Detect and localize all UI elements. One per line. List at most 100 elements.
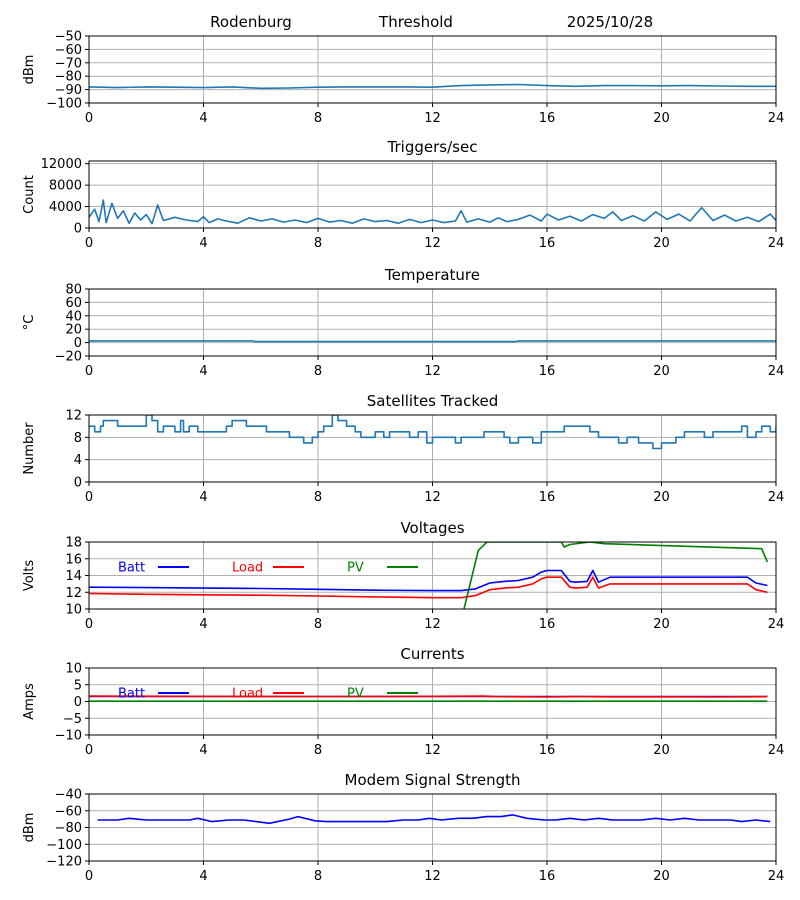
x-tick-label: 24 [768, 617, 785, 632]
y-axis-label: dBm [22, 813, 37, 843]
y-tick-label: 0 [74, 222, 82, 237]
y-tick-label: −50 [55, 30, 82, 45]
y-tick-label: −100 [46, 97, 82, 112]
plot-frame [88, 541, 777, 610]
x-tick-label: 0 [85, 869, 93, 884]
legend-label-pv: PV [347, 687, 364, 702]
x-tick-label: 16 [539, 617, 556, 632]
series-line-batt [89, 569, 768, 592]
y-tick-label: 12000 [41, 157, 82, 172]
y-tick-label: 5 [74, 678, 82, 693]
y-tick-label: −40 [55, 788, 82, 803]
y-axis-label: °C [22, 315, 37, 331]
x-tick-label: 24 [768, 236, 785, 251]
x-tick-label: 20 [653, 364, 670, 379]
legend-label-load: Load [232, 687, 263, 702]
series-line-pv [463, 542, 769, 609]
panel-0: 0 4 8 12 16 20 24 −100−90−80−70−60−50 dBm [22, 30, 784, 127]
y-axis-label: Count [22, 175, 37, 214]
legend-label-pv: PV [347, 561, 364, 576]
y-tick-label: −60 [55, 804, 82, 819]
y-tick-label: −100 [46, 838, 82, 853]
x-tick-label: 4 [199, 111, 207, 126]
x-tick-label: 20 [653, 617, 670, 632]
panel-title: Voltages [400, 519, 464, 537]
x-tick-label: 4 [199, 490, 207, 505]
x-tick-label: 16 [539, 743, 556, 758]
plot-frame [88, 414, 777, 483]
series-line-modem [97, 814, 771, 825]
y-tick-label: −80 [55, 70, 82, 85]
series-line-temperature [89, 340, 776, 343]
legend-label-batt: Batt [118, 687, 145, 702]
x-tick-label: 8 [314, 617, 322, 632]
y-tick-label: 10 [65, 603, 82, 618]
y-tick-label: −60 [55, 43, 82, 58]
series-line-signal [89, 83, 776, 90]
x-tick-label: 20 [653, 111, 670, 126]
y-tick-label: 14 [65, 569, 82, 584]
x-tick-label: 20 [653, 490, 670, 505]
x-tick-label: 0 [85, 617, 93, 632]
x-tick-label: 4 [199, 617, 207, 632]
y-tick-label: 4000 [49, 200, 82, 215]
x-tick-label: 12 [424, 236, 441, 251]
y-tick-label: 4 [74, 453, 82, 468]
y-tick-label: 40 [65, 309, 82, 324]
y-tick-label: 8000 [49, 179, 82, 194]
x-tick-label: 16 [539, 364, 556, 379]
panel-6: 0 4 8 12 16 20 24 −120 −100 −80 −60−40 Modem Signal… [22, 771, 784, 884]
panel-title: Satellites Tracked [367, 392, 498, 410]
x-tick-label: 0 [85, 490, 93, 505]
y-tick-label: 8 [74, 431, 82, 446]
header-station: Rodenburg [210, 13, 292, 31]
x-tick-label: 4 [199, 869, 207, 884]
panel-3: 0 4 8 12 16 20 24 0 4 8 12 Satellites Tracked Number [22, 392, 784, 505]
y-tick-label: 0 [74, 476, 82, 491]
x-tick-label: 24 [768, 364, 785, 379]
x-tick-label: 0 [85, 236, 93, 251]
x-tick-label: 12 [424, 111, 441, 126]
x-tick-label: 20 [653, 869, 670, 884]
series-line-load [89, 695, 768, 698]
x-tick-label: 8 [314, 869, 322, 884]
header-mode: Threshold [378, 13, 453, 31]
y-tick-label: −80 [55, 821, 82, 836]
series-line-load [89, 576, 768, 599]
plot-frame [88, 35, 777, 104]
x-tick-label: 8 [314, 743, 322, 758]
y-tick-label: 10 [65, 662, 82, 677]
panel-title: Temperature [384, 266, 480, 284]
plot-frame [88, 160, 777, 229]
y-tick-label: 60 [65, 296, 82, 311]
x-tick-label: 8 [314, 236, 322, 251]
panel-5: 0 4 8 12 16 20 24 −10 −5 0 510 Currents Amps Batt Load… [22, 645, 784, 758]
y-tick-label: 0 [74, 336, 82, 351]
y-tick-label: 18 [65, 536, 82, 551]
x-tick-label: 0 [85, 743, 93, 758]
y-tick-label: −20 [55, 350, 82, 365]
y-tick-label: 80 [65, 283, 82, 298]
x-tick-label: 4 [199, 236, 207, 251]
y-tick-label: 20 [65, 323, 82, 338]
y-tick-label: −10 [55, 729, 82, 744]
plot-frame [88, 667, 777, 736]
panel-title: Currents [400, 645, 464, 663]
y-tick-label: −90 [55, 83, 82, 98]
x-tick-label: 8 [314, 111, 322, 126]
x-tick-label: 12 [424, 490, 441, 505]
x-tick-label: 12 [424, 364, 441, 379]
x-tick-label: 24 [768, 111, 785, 126]
x-tick-label: 16 [539, 490, 556, 505]
legend-label-batt: Batt [118, 561, 145, 576]
plot-frame [88, 288, 777, 357]
y-axis-label: Volts [22, 560, 37, 592]
x-tick-label: 24 [768, 869, 785, 884]
x-tick-label: 0 [85, 364, 93, 379]
x-tick-label: 12 [424, 869, 441, 884]
x-tick-label: 16 [539, 869, 556, 884]
y-tick-label: 16 [65, 552, 82, 567]
